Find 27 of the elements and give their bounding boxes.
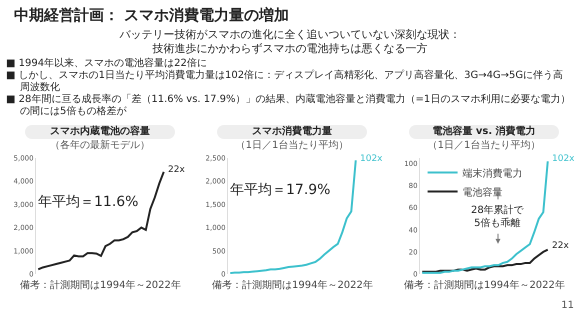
text: 備考：計測期間は1994年～2022年 — [403, 280, 566, 292]
annotation: 28年累計で 5倍も乖離 — [471, 204, 525, 229]
text: ■ しかし、スマホの1日当たり平均消費電力量は102倍に：ディスプレイ高精彩化、アプリ高容量化、3G→4G→5Gに伴う高周波数化 — [6, 70, 564, 94]
text: 102x — [360, 154, 384, 164]
text: 中期経営計画： スマホ消費電力量の増加 — [14, 6, 290, 25]
text: 22x — [552, 241, 570, 251]
line-series — [37, 170, 165, 270]
chart-subtitle: （各年の最新モデル） — [49, 139, 151, 152]
chart-title: スマホ内蔵電池の容量 — [25, 125, 175, 139]
chart-title: 電池容量 vs. 消費電力 — [409, 125, 559, 139]
chart-subtitle: （1日／1台当たり平均） — [426, 139, 542, 152]
text: バッテリー技術がスマホの進化に全く追いついていない深刻な現状：技術進歩にかかわらずスマホの電池持ちは悪くなる一方 — [118, 28, 462, 56]
text: 102x — [552, 154, 576, 164]
chart-title: スマホ消費電力量 — [217, 125, 367, 139]
chart-subtitle: （1日／1台当たり平均） — [234, 139, 350, 152]
text: 備考：計測期間は1994年～2022年 — [211, 280, 374, 292]
legend-label: 端末消費電力 — [462, 167, 523, 180]
text: 11 — [561, 300, 574, 311]
line-series — [229, 159, 357, 274]
text: 備考：計測期間は1994年～2022年 — [19, 280, 182, 292]
text: ■ 28年間に亘る成長率の「差（11.6% vs. 17.9%）」の結果、内蔵電池容量と消費電力（=1日のスマホ利用に必要な電力）の間には5倍もの格差が — [6, 94, 572, 118]
line-series — [421, 248, 549, 273]
text: 22x — [168, 165, 186, 175]
line-series — [421, 160, 549, 274]
text: ■ 1994年以来、スマホの電池容量は22倍に — [6, 58, 208, 70]
annotation: 年平均＝17.9% — [230, 182, 330, 198]
annotation: 年平均＝11.6% — [38, 194, 138, 210]
